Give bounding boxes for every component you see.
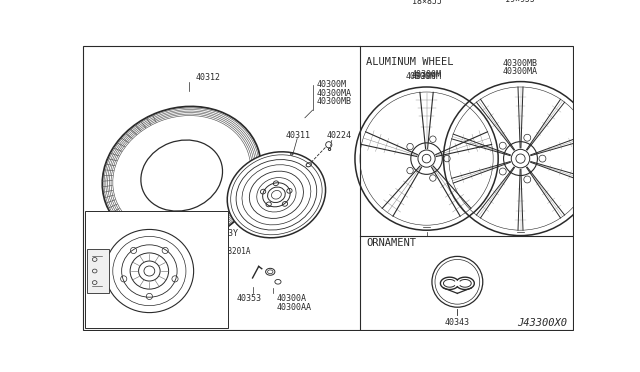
Text: (2): (2) [201,254,215,263]
Text: 40343: 40343 [445,318,470,327]
Bar [87,250,109,293]
Bar [86,211,228,328]
Text: 19×9JJ: 19×9JJ [506,0,536,4]
Text: 18×8JJ: 18×8JJ [412,0,442,6]
Text: ORNAMENT: ORNAMENT [367,238,417,248]
Text: 40300MA: 40300MA [316,89,351,97]
Ellipse shape [227,152,326,238]
Text: 40224: 40224 [326,131,351,140]
Text: 40312: 40312 [196,73,221,82]
Text: ALUMINUM WHEEL: ALUMINUM WHEEL [367,57,454,67]
Text: 40300MB: 40300MB [503,59,538,68]
Text: 40300MB: 40300MB [316,97,351,106]
Text: 40300AA: 40300AA [276,303,312,312]
Text: 40300A: 40300A [276,294,307,303]
Text: 40300M: 40300M [405,72,435,81]
Text: ⒷDB110-B201A: ⒷDB110-B201A [196,247,251,256]
Text: 40300M: 40300M [316,80,346,89]
Text: 40311: 40311 [285,131,310,140]
Text: 40300M: 40300M [412,70,442,79]
Text: 44133Y: 44133Y [209,229,239,238]
Text: 40300M: 40300M [412,73,442,81]
Text: J43300X0: J43300X0 [516,318,566,328]
Text: 40300MA: 40300MA [503,67,538,76]
Text: 40353: 40353 [237,294,262,303]
